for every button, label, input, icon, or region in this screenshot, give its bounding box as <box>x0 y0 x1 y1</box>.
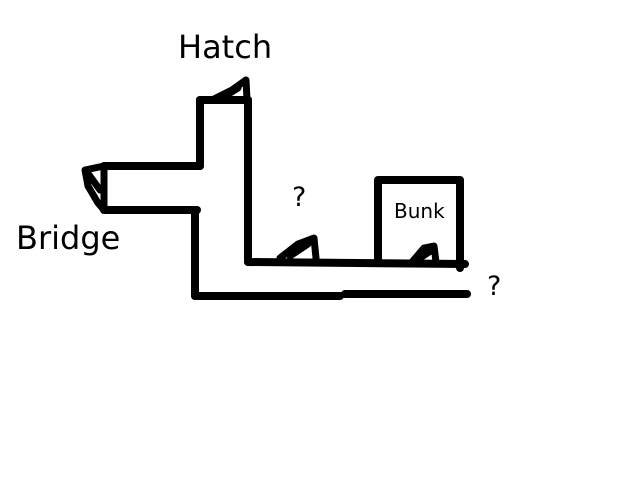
bridge-door <box>81 162 108 214</box>
bridge-label: Bridge <box>16 219 120 257</box>
bunk-door <box>408 242 440 266</box>
hatch-door <box>208 76 251 104</box>
inner-corridor-wall <box>244 258 469 268</box>
bunk-room-walls <box>374 176 464 272</box>
hatch-label: Hatch <box>178 28 272 66</box>
unknown-exit-label: ? <box>487 271 501 302</box>
bunk-label: Bunk <box>394 199 445 223</box>
middle-door <box>276 234 320 262</box>
outer-corridor-bottom-wall <box>191 290 471 300</box>
unknown-room-label: ? <box>292 182 306 213</box>
